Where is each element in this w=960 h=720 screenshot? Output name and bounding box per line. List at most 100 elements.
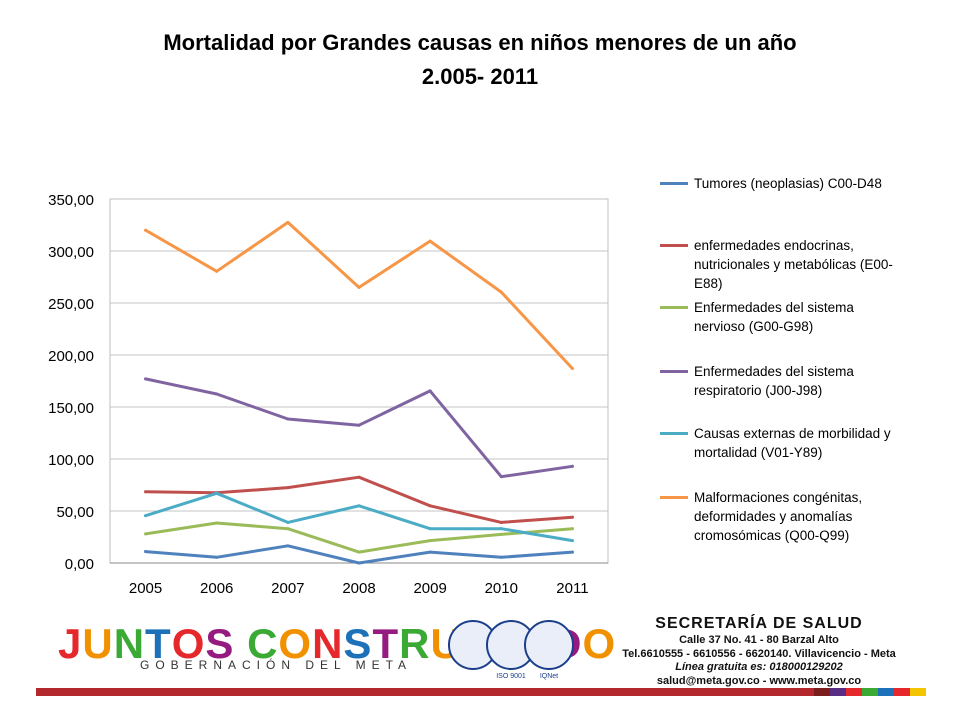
data-point-s4-2009	[428, 527, 432, 531]
legend-swatch-5	[660, 496, 688, 499]
legend-label-2-line-1: nervioso (G00-G98)	[694, 319, 814, 334]
iqnet-label: IQNet	[539, 673, 559, 680]
data-point-s4-2010	[499, 527, 503, 531]
data-point-s1-2010	[499, 520, 503, 524]
chart-title-line-1: Mortalidad por Grandes causas en niños m…	[163, 30, 797, 55]
legend-label-4-line-0: Causas externas de morbilidad y	[694, 426, 891, 441]
secretaria-email-web: salud@meta.gov.co - www.meta.gov.co	[656, 674, 862, 687]
iso-certification-icon: ISO 9001	[486, 620, 536, 680]
data-point-s2-2005	[144, 532, 148, 536]
data-point-s0-2008	[357, 561, 361, 565]
secretaria-title: SECRETARÍA DE SALUD	[655, 615, 863, 632]
series-line-5	[144, 220, 574, 370]
y-tick-label-3: 150,00	[48, 400, 94, 417]
data-point-s2-2008	[357, 550, 361, 554]
legend-label-1: enfermedades endocrinas, nutricionales y …	[694, 236, 930, 293]
legend-label-3: Enfermedades del sistema respiratorio (J0…	[694, 362, 930, 400]
legend-label-4: Causas externas de morbilidad y mortalida…	[694, 424, 930, 462]
data-point-s3-2007	[286, 417, 290, 421]
data-point-s2-2009	[428, 539, 432, 543]
data-point-s4-2005	[144, 514, 148, 518]
legend-label-1-line-0: enfermedades endocrinas,	[694, 238, 854, 253]
data-point-s3-2008	[357, 423, 361, 427]
data-point-s4-2008	[357, 504, 361, 508]
data-point-s1-2008	[357, 475, 361, 479]
secretaria-contact-block: SECRETARÍA DE SALUD Calle 37 No. 41 - 80…	[594, 614, 924, 688]
data-point-s2-2010	[499, 532, 503, 536]
data-point-s0-2010	[499, 555, 503, 559]
x-tick-label-2010: 2010	[485, 580, 518, 597]
data-point-s3-2009	[428, 389, 432, 393]
data-point-s5-2011	[570, 367, 574, 371]
stripe-block-2	[846, 688, 862, 696]
stripe-block-3	[862, 688, 878, 696]
data-point-s5-2008	[357, 285, 361, 289]
logo-letter-9: N	[312, 620, 344, 667]
data-point-s0-2006	[215, 555, 219, 559]
legend-label-2-line-0: Enfermedades del sistema	[694, 300, 854, 315]
stripe-block-0	[814, 688, 830, 696]
logo-letter-1: U	[82, 620, 114, 667]
logo-subtitle: GOBERNACIÓN DEL META	[140, 658, 413, 672]
secretaria-hotline: Línea gratuita es: 018000129202	[675, 661, 843, 673]
legend-label-0: Tumores (neoplasias) C00-D48	[694, 174, 930, 193]
iso-label: ISO 9001	[496, 673, 526, 680]
x-tick-label-2009: 2009	[413, 580, 446, 597]
data-point-s1-2011	[570, 515, 574, 519]
legend-swatch-4	[660, 432, 688, 435]
stripe-block-5	[894, 688, 910, 696]
series-line-1	[144, 475, 574, 524]
data-point-s3-2011	[570, 464, 574, 468]
y-tick-label-5: 250,00	[48, 296, 94, 313]
legend-label-0-line-0: Tumores (neoplasias) C00-D48	[694, 176, 882, 191]
data-point-s4-2011	[570, 539, 574, 543]
legend-swatch-2	[660, 306, 688, 309]
data-point-s0-2009	[428, 550, 432, 554]
line-chart: 0,00 50,00 100,00 150,00 200,00 250,00 300,00 3…	[48, 192, 609, 597]
legend-label-5: Malformaciones congénitas, deformidades y…	[694, 488, 930, 545]
legend-swatch-1	[660, 244, 688, 247]
data-point-s5-2006	[215, 269, 219, 273]
legend-label-5-line-0: Malformaciones congénitas,	[694, 490, 863, 505]
data-point-s0-2005	[144, 550, 148, 554]
legend-swatch-3	[660, 370, 688, 373]
data-point-s2-2007	[286, 527, 290, 531]
series-line-2	[144, 521, 574, 554]
data-point-s4-2006	[215, 491, 219, 495]
data-point-s5-2005	[144, 228, 148, 232]
legend-label-2: Enfermedades del sistema nervioso (G00-G9…	[694, 298, 930, 336]
data-point-s1-2005	[144, 490, 148, 494]
x-tick-label-2011: 2011	[556, 580, 588, 597]
legend-label-1-line-2: E88)	[694, 276, 723, 291]
data-point-s3-2005	[144, 377, 148, 381]
stripe-block-6	[910, 688, 926, 696]
legend-swatch-0	[660, 182, 688, 185]
logo-letter-18: O	[582, 620, 617, 667]
logo-letter-11: T	[372, 620, 400, 667]
logo-letter-0: J	[58, 620, 83, 667]
x-tick-label-2006: 2006	[200, 580, 233, 597]
secretaria-address: Calle 37 No. 41 - 80 Barzal Alto	[679, 634, 839, 646]
data-point-s0-2011	[570, 550, 574, 554]
y-tick-label-7: 350,00	[48, 192, 94, 209]
legend-label-5-line-1: deformidades y anomalías	[694, 509, 853, 524]
x-tick-label-2007: 2007	[271, 580, 304, 597]
stripe-main	[36, 688, 814, 696]
logo-letter-4: O	[171, 620, 206, 667]
logo-letter-3: T	[145, 620, 172, 667]
x-tick-label-2008: 2008	[342, 580, 375, 597]
iqnet-certification-icon: IQNet	[524, 620, 574, 680]
secretaria-phone: Tel.6610555 - 6610556 - 6620140. Villavi…	[622, 647, 896, 660]
stripe-block-4	[878, 688, 894, 696]
data-point-s2-2006	[215, 521, 219, 525]
color-stripe	[36, 688, 926, 696]
data-point-s5-2010	[499, 290, 503, 294]
chart-title: Mortalidad por Grandes causas en niños m…	[0, 26, 960, 94]
data-point-s0-2007	[286, 544, 290, 548]
x-tick-label-2005: 2005	[129, 580, 162, 597]
data-point-s3-2010	[499, 475, 503, 479]
data-point-s4-2007	[286, 520, 290, 524]
data-point-s3-2006	[215, 392, 219, 396]
legend-label-4-line-1: mortalidad (V01-Y89)	[694, 445, 823, 460]
data-point-s1-2009	[428, 504, 432, 508]
